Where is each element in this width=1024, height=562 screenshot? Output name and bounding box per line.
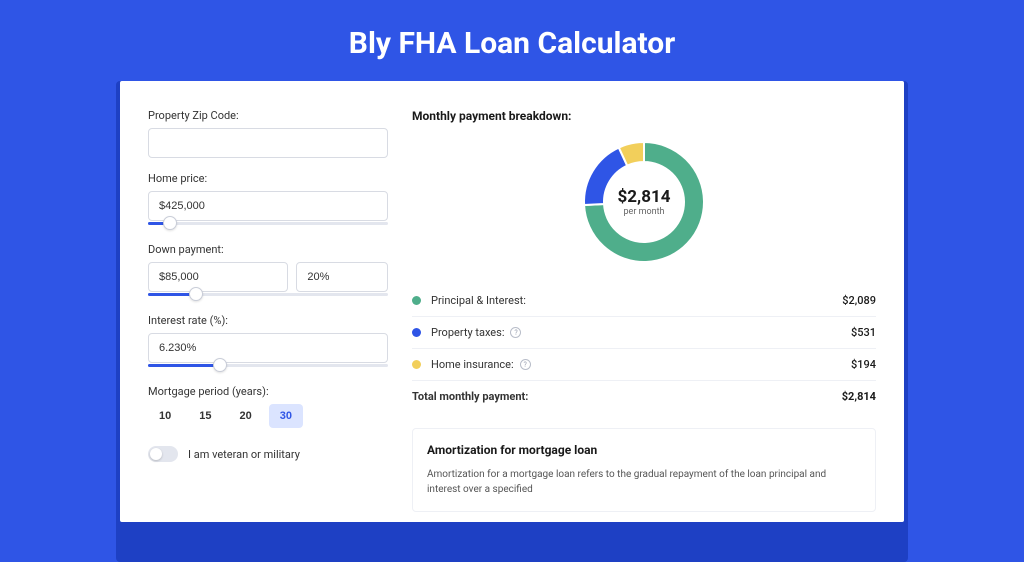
home-price-field: Home price: [148, 172, 388, 229]
zip-input[interactable] [148, 128, 388, 158]
calculator-container-shadow: Property Zip Code: Home price: Down paym… [116, 81, 908, 562]
period-btn-20[interactable]: 20 [229, 404, 263, 428]
interest-rate-label: Interest rate (%): [148, 314, 388, 327]
total-label: Total monthly payment: [412, 390, 842, 403]
zip-field: Property Zip Code: [148, 109, 388, 158]
breakdown-row: Property taxes:?$531 [412, 316, 876, 348]
breakdown-label: Principal & Interest: [431, 294, 842, 307]
breakdown-list: Principal & Interest:$2,089Property taxe… [412, 285, 876, 412]
interest-rate-slider[interactable] [148, 361, 388, 371]
period-btn-15[interactable]: 15 [188, 404, 222, 428]
mortgage-period-label: Mortgage period (years): [148, 385, 388, 398]
veteran-toggle-label: I am veteran or military [188, 448, 300, 461]
breakdown-row: Home insurance:?$194 [412, 348, 876, 380]
donut-sub: per month [618, 207, 671, 217]
breakdown-label: Property taxes:? [431, 326, 851, 339]
donut-chart-wrap: $2,814 per month [412, 137, 876, 267]
zip-label: Property Zip Code: [148, 109, 388, 122]
total-value: $2,814 [842, 390, 876, 403]
amortization-title: Amortization for mortgage loan [427, 443, 861, 457]
veteran-toggle-row: I am veteran or military [148, 446, 388, 462]
donut-center: $2,814 per month [618, 187, 671, 217]
mortgage-period-options: 1015 2030 [148, 404, 388, 428]
inputs-column: Property Zip Code: Home price: Down paym… [148, 109, 388, 512]
breakdown-row: Principal & Interest:$2,089 [412, 285, 876, 316]
breakdown-value: $2,089 [842, 294, 876, 307]
legend-dot [412, 296, 421, 305]
info-icon[interactable]: ? [520, 359, 531, 370]
down-payment-amount-input[interactable] [148, 262, 288, 292]
info-icon[interactable]: ? [510, 327, 521, 338]
home-price-label: Home price: [148, 172, 388, 185]
breakdown-column: Monthly payment breakdown: $2,814 per mo… [412, 109, 876, 512]
home-price-slider[interactable] [148, 219, 388, 229]
donut-chart: $2,814 per month [579, 137, 709, 267]
home-price-input[interactable] [148, 191, 388, 221]
down-payment-pct-input[interactable] [296, 262, 388, 292]
interest-rate-field: Interest rate (%): [148, 314, 388, 371]
page-title: Bly FHA Loan Calculator [0, 0, 1024, 81]
breakdown-value: $531 [851, 326, 876, 339]
down-payment-label: Down payment: [148, 243, 388, 256]
down-payment-slider[interactable] [148, 290, 388, 300]
breakdown-total-row: Total monthly payment:$2,814 [412, 380, 876, 412]
down-payment-field: Down payment: [148, 243, 388, 300]
breakdown-value: $194 [851, 358, 876, 371]
legend-dot [412, 328, 421, 337]
mortgage-period-field: Mortgage period (years): 1015 2030 [148, 385, 388, 428]
veteran-toggle[interactable] [148, 446, 178, 462]
interest-rate-input[interactable] [148, 333, 388, 363]
period-btn-10[interactable]: 10 [148, 404, 182, 428]
amortization-box: Amortization for mortgage loan Amortizat… [412, 428, 876, 512]
breakdown-label: Home insurance:? [431, 358, 851, 371]
amortization-text: Amortization for a mortgage loan refers … [427, 467, 861, 497]
breakdown-title: Monthly payment breakdown: [412, 109, 876, 123]
legend-dot [412, 360, 421, 369]
donut-amount: $2,814 [618, 187, 671, 207]
period-btn-30[interactable]: 30 [269, 404, 303, 428]
calculator-card: Property Zip Code: Home price: Down paym… [120, 81, 904, 522]
